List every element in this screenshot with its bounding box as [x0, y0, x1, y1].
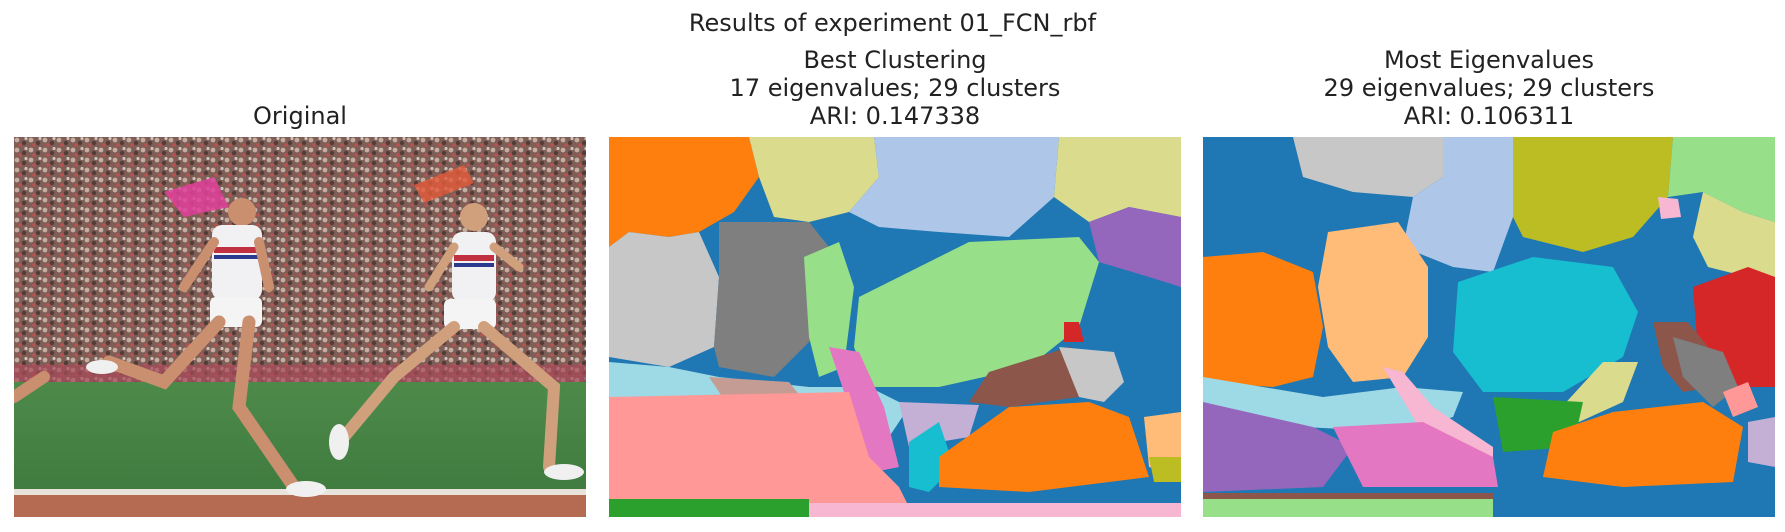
best-clustering-map	[609, 137, 1181, 517]
track-surface	[14, 495, 586, 517]
segment-salmon	[609, 392, 909, 507]
panel-title-original: Original	[14, 102, 586, 130]
figure-suptitle: Results of experiment 01_FCN_rbf	[688, 9, 1097, 37]
segment-salmon	[1723, 382, 1758, 417]
panel-title-best-clustering: Best Clustering 17 eigenvalues; 29 clust…	[609, 46, 1181, 130]
segment-red	[1064, 322, 1084, 342]
title-line: Original	[253, 102, 347, 130]
segment-lightblue	[849, 137, 1059, 237]
segment-khaki	[749, 137, 879, 222]
segment-orange	[609, 137, 759, 247]
segment-lightgreen	[854, 237, 1099, 387]
segment-purple	[1203, 402, 1353, 492]
segment-green	[609, 499, 809, 517]
orange-banner	[414, 165, 474, 203]
segment-lightgreen	[1668, 137, 1775, 222]
runner-left	[86, 198, 326, 497]
original-image-panel	[14, 137, 586, 517]
segment-lightgray	[1293, 137, 1443, 197]
segment-lightblue	[1403, 137, 1513, 272]
segment-olive	[1513, 137, 1673, 252]
title-line: 17 eigenvalues; 29 clusters	[729, 74, 1061, 102]
title-line: ARI: 0.147338	[809, 102, 981, 130]
panel-title-most-eigenvalues: Most Eigenvalues 29 eigenvalues; 29 clus…	[1203, 46, 1775, 130]
segment-purple	[1089, 207, 1181, 287]
segment-pink	[1333, 422, 1498, 487]
best-clustering-panel	[609, 137, 1181, 517]
segment-cyan	[1453, 257, 1638, 392]
segment-khaki	[1693, 192, 1775, 277]
most-eigenvalues-map	[1203, 137, 1775, 517]
runner-right	[329, 203, 584, 480]
segment-pink	[829, 347, 899, 472]
title-line: Most Eigenvalues	[1383, 46, 1595, 74]
segment-gray	[1673, 337, 1738, 407]
segment-lightorange	[1318, 222, 1428, 382]
segment-gray	[714, 222, 829, 377]
title-line: ARI: 0.106311	[1403, 102, 1575, 130]
segment-lightgray	[609, 232, 719, 367]
pink-banner	[164, 177, 229, 217]
most-eigenvalues-panel	[1203, 137, 1775, 517]
original-photo	[14, 137, 586, 517]
title-line: Best Clustering	[803, 46, 987, 74]
title-line: 29 eigenvalues; 29 clusters	[1323, 74, 1655, 102]
segment-orange	[1203, 252, 1323, 387]
